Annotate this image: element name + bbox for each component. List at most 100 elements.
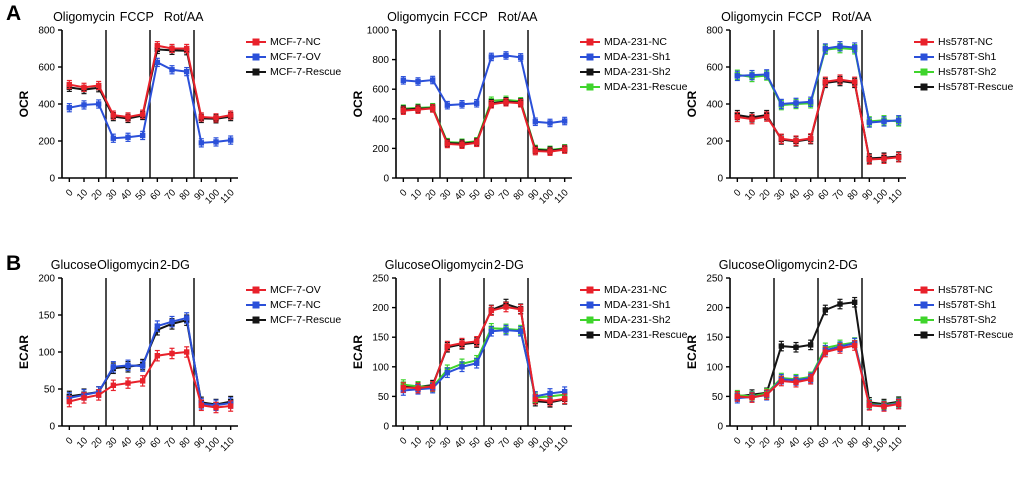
data-point-marker <box>459 340 465 346</box>
y-tick-label: 400 <box>38 100 55 111</box>
drug-annotation: FCCP <box>454 10 488 24</box>
data-point-marker <box>169 45 175 52</box>
data-point-marker <box>198 402 205 408</box>
y-tick-label: 800 <box>372 55 389 66</box>
legend-marker <box>580 53 600 60</box>
legend-item: MCF-7-OV <box>246 282 350 297</box>
legend-item: Hs578T-Sh2 <box>914 312 1018 327</box>
data-point-marker <box>734 393 741 400</box>
data-point-marker <box>822 349 829 355</box>
drug-annotation: Glucose <box>385 258 431 272</box>
legend-item: Hs578T-Rescue <box>914 327 1018 342</box>
x-tick-label: 40 <box>119 435 134 450</box>
x-tick-label: 20 <box>758 187 773 202</box>
x-tick-label: 40 <box>119 187 134 202</box>
drug-annotation: 2-DG <box>494 258 524 272</box>
legend-item: Hs578T-NC <box>914 282 1018 297</box>
x-tick-label: 110 <box>218 187 236 205</box>
y-tick-label: 0 <box>49 174 55 185</box>
data-point-marker <box>400 107 407 114</box>
data-point-marker <box>183 315 190 321</box>
legend-item: MDA-231-NC <box>580 282 684 297</box>
panel-label-A: A <box>6 2 22 25</box>
legend-item: MDA-231-Rescue <box>580 79 687 94</box>
legend-label: MCF-7-OV <box>270 283 321 296</box>
data-point-marker <box>125 380 131 386</box>
drug-annotation: FCCP <box>788 10 822 24</box>
y-tick-label: 50 <box>44 385 56 396</box>
chart-cell-MDA-231-ECAR: 0 50 100 150 200 250 0 10 20 30 40 50 60 70 80 90 100 110… <box>350 252 687 476</box>
y-tick-label: 200 <box>706 137 723 148</box>
data-point-marker <box>125 362 131 369</box>
legend-marker <box>246 316 266 323</box>
x-tick-label: 50 <box>802 187 817 202</box>
legend-marker <box>246 286 266 293</box>
legend-Hs578T-ECAR: Hs578T-NC Hs578T-Sh1 Hs578T-Sh2 Hs578T-Resc… <box>914 282 1018 342</box>
legend-MDA-231-ECAR: MDA-231-NC MDA-231-Sh1 MDA-231-Sh2 MDA-231-… <box>580 282 687 342</box>
data-point-marker <box>169 350 175 357</box>
x-tick-label: 10 <box>743 187 758 202</box>
data-point-marker <box>429 77 436 83</box>
x-tick-label: 70 <box>163 187 178 202</box>
data-point-marker <box>561 118 568 124</box>
x-tick-label: 70 <box>831 187 846 202</box>
x-tick-label: 0 <box>732 435 744 447</box>
legend-marker <box>914 301 934 308</box>
x-tick-label: 50 <box>468 187 483 202</box>
y-tick-label: 100 <box>38 348 55 359</box>
data-point-marker <box>459 142 465 148</box>
y-tick-label: 200 <box>372 303 389 314</box>
data-point-marker <box>473 100 480 106</box>
y-tick-label: 800 <box>38 26 55 37</box>
data-point-marker <box>415 106 421 113</box>
data-point-marker <box>400 77 407 84</box>
data-point-marker <box>444 370 451 376</box>
panel-A-charts: 0 200 400 600 800 0 10 20 30 40 50 60 70 80 90 100 110 OC… <box>16 4 1018 228</box>
data-point-marker <box>822 45 829 52</box>
x-tick-label: 80 <box>178 435 193 450</box>
drug-annotation: Oligomycin <box>97 258 159 272</box>
y-tick-label: 200 <box>38 137 55 148</box>
data-point-marker <box>749 72 755 78</box>
legend-marker <box>246 38 266 45</box>
legend-item: MDA-231-Sh1 <box>580 49 684 64</box>
data-point-marker <box>125 114 131 120</box>
x-tick-label: 110 <box>552 187 570 205</box>
data-point-marker <box>154 323 161 329</box>
legend-item: MDA-231-Rescue <box>580 327 687 342</box>
drug-annotation: Oligomycin <box>387 10 449 24</box>
legend-marker <box>914 53 934 60</box>
chart-cell-MCF-7-OCR: 0 200 400 600 800 0 10 20 30 40 50 60 70 80 90 100 110 OC… <box>16 4 350 228</box>
data-point-marker <box>807 99 814 105</box>
data-point-marker <box>881 403 887 410</box>
legend-label: MDA-231-NC <box>604 35 668 48</box>
legend-item: MDA-231-NC <box>580 34 684 49</box>
y-tick-label: 0 <box>717 174 723 185</box>
x-tick-label: 0 <box>64 187 76 199</box>
data-point-marker <box>139 378 146 384</box>
data-point-marker <box>488 101 495 107</box>
x-tick-label: 50 <box>468 435 483 450</box>
legend-marker <box>246 53 266 60</box>
x-tick-label: 110 <box>552 435 570 453</box>
x-tick-label: 30 <box>438 187 453 202</box>
panel-B: B 0 50 100 150 200 0 10 20 30 40 50 60 70 80 90 100 110 E… <box>0 250 1020 488</box>
legend-label: Hs578T-Sh1 <box>938 298 997 311</box>
data-point-marker <box>488 307 495 314</box>
data-point-marker <box>749 116 755 122</box>
data-point-marker <box>154 353 161 359</box>
x-tick-label: 80 <box>512 187 527 202</box>
data-point-marker <box>429 105 436 112</box>
data-point-marker <box>517 306 524 313</box>
legend-item: MDA-231-Sh2 <box>580 312 684 327</box>
data-point-marker <box>837 345 843 352</box>
data-point-marker <box>473 360 480 366</box>
legend-marker <box>914 286 934 293</box>
data-point-marker <box>95 82 102 89</box>
legend-MCF-7-ECAR: MCF-7-OV MCF-7-NC MCF-7-Rescue <box>246 282 350 327</box>
legend-label: Hs578T-Rescue <box>938 80 1014 93</box>
x-tick-label: 50 <box>802 435 817 450</box>
data-point-marker <box>95 101 102 107</box>
